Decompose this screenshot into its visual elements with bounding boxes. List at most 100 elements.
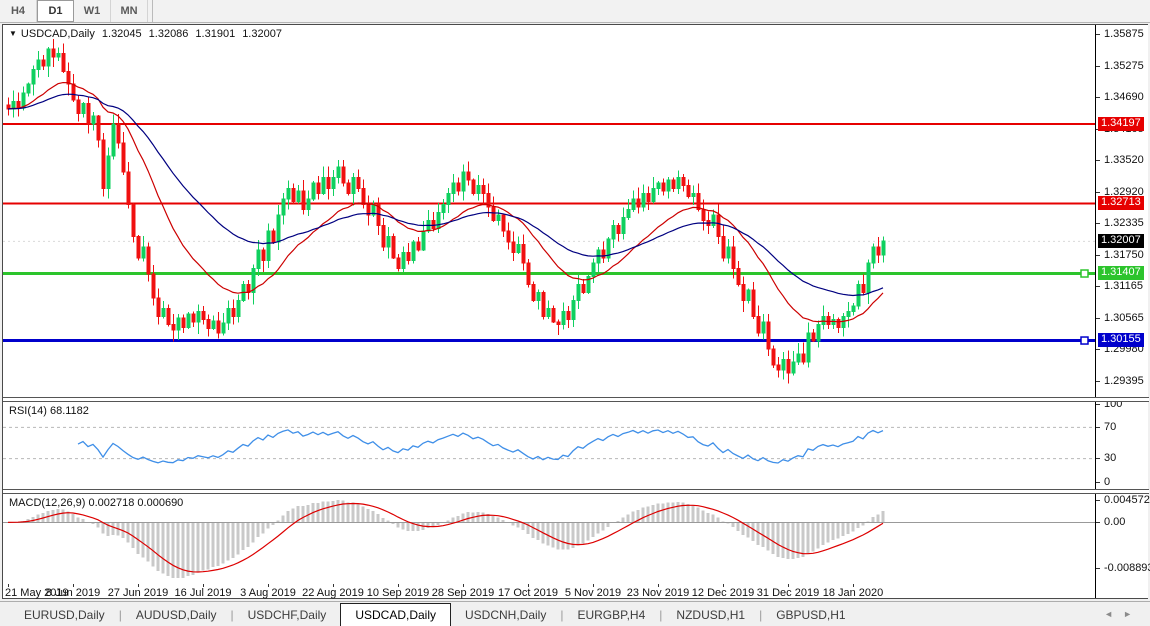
- price-tick-label-tick: [1096, 349, 1100, 350]
- price-tick-label: 1.33520: [1104, 154, 1144, 166]
- line-handle-1.31407[interactable]: [1080, 269, 1089, 278]
- chart-window: ▼ USDCAD,Daily 1.32045 1.32086 1.31901 1.3200…: [2, 24, 1150, 599]
- symbol-dropdown-icon[interactable]: ▼: [9, 29, 17, 38]
- tab-usdcad-daily[interactable]: USDCAD,Daily: [340, 603, 451, 626]
- macd-tick-label-tick: [1096, 522, 1100, 523]
- chart-title-symbol: USDCAD,Daily: [20, 28, 95, 40]
- quote-high: 1.32086: [148, 28, 189, 40]
- tab-audusd-daily[interactable]: AUDUSD,Daily: [135, 608, 217, 622]
- date-label: 18 Jan 2020: [822, 587, 884, 599]
- price-tick-label: 1.31750: [1104, 249, 1144, 261]
- date-label: 8 Jun 2019: [45, 587, 101, 599]
- date-tick: [398, 584, 399, 587]
- date-tick: [203, 584, 204, 587]
- date-label: 23 Nov 2019: [626, 587, 690, 599]
- date-tick: [138, 584, 139, 587]
- date-label: 27 Jun 2019: [107, 587, 169, 599]
- price-tick-label-tick: [1096, 286, 1100, 287]
- tab-gbpusd-h1[interactable]: GBPUSD,H1: [776, 608, 846, 622]
- tab-eurusd-daily[interactable]: EURUSD,Daily: [24, 608, 105, 622]
- rsi-chart: [3, 426, 1095, 464]
- date-tick: [463, 584, 464, 587]
- rsi-tick-label-tick: [1096, 482, 1100, 483]
- tab-scroll-right-icon[interactable]: ►: [1123, 609, 1142, 619]
- rsi-panel[interactable]: RSI(14) 68.1182: [3, 402, 1095, 489]
- tab-separator: |: [560, 608, 564, 622]
- rsi-line: [77, 429, 884, 464]
- date-label: 21 May 2019: [5, 587, 69, 599]
- price-tick-label-tick: [1096, 223, 1100, 224]
- date-tick: [528, 584, 529, 587]
- panel-splitter-macd[interactable]: [3, 489, 1149, 494]
- tab-separator: |: [230, 608, 234, 622]
- tab-usdchf-daily[interactable]: USDCHF,Daily: [247, 608, 327, 622]
- price-axis[interactable]: 1.358751.352751.346901.341051.335201.329…: [1095, 25, 1150, 598]
- toolbar-separator: [152, 0, 153, 22]
- tab-eurgbp-h4[interactable]: EURGBP,H4: [577, 608, 646, 622]
- date-label: 22 Aug 2019: [302, 587, 364, 599]
- rsi-tick-label: 30: [1104, 452, 1117, 464]
- price-badge-1.31407: 1.31407: [1098, 266, 1144, 280]
- rsi-tick-label-tick: [1096, 404, 1100, 405]
- chart-plot-column: ▼ USDCAD,Daily 1.32045 1.32086 1.31901 1.3200…: [3, 25, 1095, 599]
- tab-usdcnh-daily[interactable]: USDCNH,Daily: [465, 608, 547, 622]
- date-label: 12 Dec 2019: [691, 587, 755, 599]
- macd-label: MACD(12,26,9): [9, 497, 86, 509]
- ma-fast-line[interactable]: [7, 81, 884, 323]
- up-candles: [11, 46, 886, 380]
- date-label: 28 Sep 2019: [431, 587, 495, 599]
- timeframe-button-w1[interactable]: W1: [74, 0, 111, 22]
- line-handle-1.30155[interactable]: [1080, 336, 1089, 345]
- price-badge-1.32713: 1.32713: [1098, 196, 1144, 210]
- timeframe-button-d1[interactable]: D1: [37, 0, 74, 22]
- date-tick: [788, 584, 789, 587]
- quote-open: 1.32045: [101, 28, 142, 40]
- price-tick-label: 1.35875: [1104, 28, 1144, 40]
- tab-scroll-left-icon[interactable]: ◄: [1104, 609, 1124, 619]
- date-tick: [723, 584, 724, 587]
- macd-values: 0.002718 0.000690: [88, 497, 184, 509]
- date-axis[interactable]: 21 May 2019 8 Jun 2019 27 Jun 2019 16 Jul 2…: [3, 584, 1095, 599]
- price-tick-label: 1.35275: [1104, 60, 1144, 72]
- date-label: 31 Dec 2019: [756, 587, 820, 599]
- macd-tick-label: -0.008893: [1104, 562, 1150, 574]
- date-tick: [268, 584, 269, 587]
- ma-slow-line[interactable]: [7, 93, 884, 297]
- quote-low: 1.31901: [195, 28, 236, 40]
- price-tick-label-tick: [1096, 97, 1100, 98]
- macd-tick-label-tick: [1096, 568, 1100, 569]
- down-candles: [6, 38, 881, 384]
- date-tick: [8, 584, 9, 587]
- timeframe-toolbar: H4 D1 W1 MN: [0, 0, 1150, 23]
- price-tick-label-tick: [1096, 255, 1100, 256]
- price-tick-label-tick: [1096, 381, 1100, 382]
- rsi-tick-label-tick: [1096, 458, 1100, 459]
- main-price-panel[interactable]: ▼ USDCAD,Daily 1.32045 1.32086 1.31901 1.3200…: [3, 25, 1095, 397]
- tab-separator: |: [759, 608, 763, 622]
- price-tick-label-tick: [1096, 318, 1100, 319]
- timeframe-button-h4[interactable]: H4: [0, 0, 37, 22]
- price-tick-label: 1.32920: [1104, 186, 1144, 198]
- date-tick: [333, 584, 334, 587]
- price-tick-label: 1.29395: [1104, 375, 1144, 387]
- date-tick: [658, 584, 659, 587]
- symbol-tab-bar: EURUSD,Daily | AUDUSD,Daily | USDCHF,Daily U…: [0, 601, 1150, 626]
- tab-separator: |: [659, 608, 663, 622]
- price-badge-1.30155: 1.30155: [1098, 333, 1144, 347]
- macd-signal-line: [7, 502, 884, 573]
- price-tick-label: 1.31165: [1104, 280, 1143, 292]
- date-tick: [593, 584, 594, 587]
- panel-splitter-rsi[interactable]: [3, 397, 1149, 402]
- timeframe-button-mn[interactable]: MN: [111, 0, 148, 22]
- macd-panel[interactable]: MACD(12,26,9) 0.002718 0.000690: [3, 494, 1095, 584]
- macd-label-row: MACD(12,26,9) 0.002718 0.000690: [9, 497, 183, 509]
- macd-tick-label-tick: [1096, 500, 1100, 501]
- rsi-label: RSI(14): [9, 405, 47, 417]
- price-tick-label-tick: [1096, 66, 1100, 67]
- price-tick-label: 1.30565: [1104, 312, 1144, 324]
- tab-nzdusd-h1[interactable]: NZDUSD,H1: [676, 608, 746, 622]
- quote-close: 1.32007: [242, 28, 282, 40]
- candlestick-chart[interactable]: [3, 25, 1095, 397]
- macd-tick-label: 0.004572: [1104, 494, 1150, 506]
